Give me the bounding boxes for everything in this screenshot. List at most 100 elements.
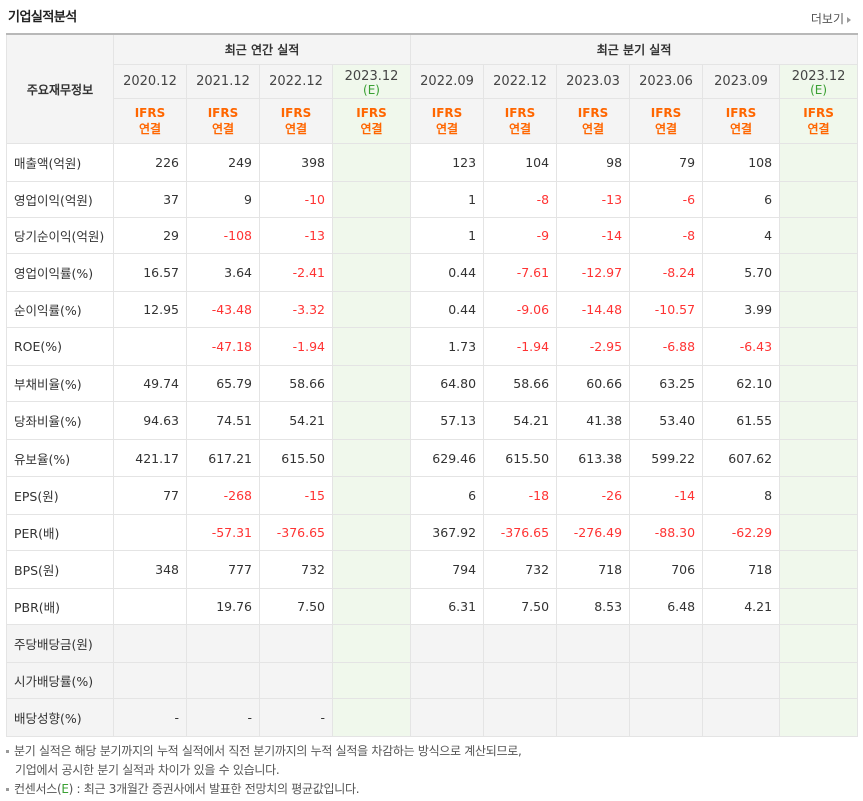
value-cell: 53.40 — [629, 401, 704, 440]
value-cell — [779, 181, 859, 218]
value-cell: -15 — [259, 476, 333, 515]
section-header: 기업실적분석 더보기 — [0, 0, 863, 32]
header-period-row: 2020.12 2021.12 2022.12 2023.12 (E) 2022.09 20… — [7, 64, 859, 99]
value-cell: 706 — [629, 550, 704, 589]
value-cell — [331, 217, 412, 254]
table-row: 당기순이익(억원) 29 -108 -13 1 -9 -14 -8 4 — [6, 217, 859, 254]
value-cell — [331, 291, 412, 328]
ifrs-top: IFRS — [725, 106, 757, 120]
chevron-right-icon — [847, 16, 851, 23]
value-cell — [483, 698, 558, 737]
value-cell: 8.53 — [556, 588, 631, 625]
value-cell: -12.97 — [556, 253, 631, 292]
ifrs-label: IFRS 연결 — [556, 98, 631, 144]
value-cell — [556, 624, 631, 663]
value-cell: 7.50 — [483, 588, 558, 625]
value-cell: 367.92 — [410, 514, 485, 551]
value-cell: -62.29 — [702, 514, 781, 551]
value-cell: 226 — [113, 143, 187, 182]
row-label: 시가배당률(%) — [6, 662, 114, 699]
value-cell: 777 — [186, 550, 260, 589]
value-cell — [331, 253, 412, 292]
value-cell — [779, 365, 859, 402]
table-row: BPS(원) 348 777 732 794 732 718 706 718 — [6, 550, 859, 589]
value-cell: 58.66 — [483, 365, 558, 402]
value-cell — [331, 143, 412, 182]
value-cell: 6 — [702, 181, 781, 218]
table-row: 시가배당률(%) — [6, 662, 859, 699]
value-cell: 348 — [113, 550, 187, 589]
annual-group-header: 최근 연간 실적 — [112, 33, 412, 65]
value-cell — [331, 476, 412, 515]
value-cell: -268 — [186, 476, 260, 515]
value-cell — [113, 514, 187, 551]
value-cell: 732 — [259, 550, 333, 589]
value-cell: 94.63 — [113, 401, 187, 440]
value-cell: 58.66 — [259, 365, 333, 402]
ifrs-bottom: 연결 — [211, 122, 235, 136]
ifrs-bottom: 연결 — [436, 122, 459, 136]
quarter-period-header: 2023.03 — [556, 64, 631, 99]
value-cell — [331, 181, 412, 218]
value-cell: 629.46 — [410, 439, 485, 477]
value-cell: 98 — [556, 143, 631, 182]
value-cell: 65.79 — [186, 365, 260, 402]
ifrs-bottom: 연결 — [360, 122, 383, 136]
value-cell — [779, 698, 859, 737]
value-cell — [629, 698, 704, 737]
financial-table: 주요재무정보 최근 연간 실적 최근 분기 실적 2020.12 2021.12 2022… — [6, 33, 859, 737]
value-cell — [779, 439, 859, 477]
value-cell: -376.65 — [483, 514, 558, 551]
row-label: 부채비율(%) — [6, 365, 114, 402]
value-cell — [331, 624, 412, 663]
value-cell: 57.13 — [410, 401, 485, 440]
quarter-period-header: 2023.06 — [629, 64, 704, 99]
bullet-icon — [6, 750, 9, 753]
value-cell: -13 — [259, 217, 333, 254]
value-cell: -276.49 — [556, 514, 631, 551]
value-cell — [779, 327, 859, 366]
value-cell: 61.55 — [702, 401, 781, 440]
value-cell: -26 — [556, 476, 631, 515]
more-link[interactable]: 더보기 — [811, 10, 851, 27]
table-row: 순이익률(%) 12.95 -43.48 -3.32 0.44 -9.06 -14.48 -1… — [6, 291, 859, 328]
value-cell — [629, 624, 704, 663]
ifrs-top: IFRS — [504, 106, 536, 120]
value-cell — [556, 698, 631, 737]
value-cell: -8 — [483, 181, 558, 218]
value-cell: 7.50 — [259, 588, 333, 625]
value-cell: 6.48 — [629, 588, 704, 625]
row-label: ROE(%) — [6, 327, 114, 366]
value-cell: 398 — [259, 143, 333, 182]
value-cell: 615.50 — [483, 439, 558, 477]
value-cell: -14 — [556, 217, 631, 254]
ifrs-top: IFRS — [134, 106, 166, 120]
value-cell: -88.30 — [629, 514, 704, 551]
value-cell — [410, 624, 485, 663]
ifrs-label: IFRS 연결 — [779, 98, 859, 144]
value-cell — [331, 439, 412, 477]
value-cell: -10.57 — [629, 291, 704, 328]
table-row: 매출액(억원) 226 249 398 123 104 98 79 108 — [6, 143, 859, 182]
estimate-mark: (E) — [363, 82, 380, 97]
value-cell: 60.66 — [556, 365, 631, 402]
value-cell: 249 — [186, 143, 260, 182]
ifrs-top: IFRS — [650, 106, 682, 120]
value-cell — [702, 662, 781, 699]
ifrs-bottom: 연결 — [284, 122, 308, 136]
quarter-period-header: 2022.09 — [410, 64, 485, 99]
annual-period-header: 2021.12 — [186, 64, 260, 99]
value-cell: 794 — [410, 550, 485, 589]
value-cell: 54.21 — [259, 401, 333, 440]
value-cell — [629, 662, 704, 699]
value-cell — [779, 624, 859, 663]
table-row: 유보율(%) 421.17 617.21 615.50 629.46 615.50 613.… — [6, 439, 859, 477]
value-cell: 63.25 — [629, 365, 704, 402]
value-cell: -2.41 — [259, 253, 333, 292]
value-cell: -376.65 — [259, 514, 333, 551]
row-label: 배당성향(%) — [6, 698, 114, 737]
value-cell: - — [259, 698, 333, 737]
value-cell — [779, 550, 859, 589]
value-cell — [259, 662, 333, 699]
value-cell — [779, 401, 859, 440]
